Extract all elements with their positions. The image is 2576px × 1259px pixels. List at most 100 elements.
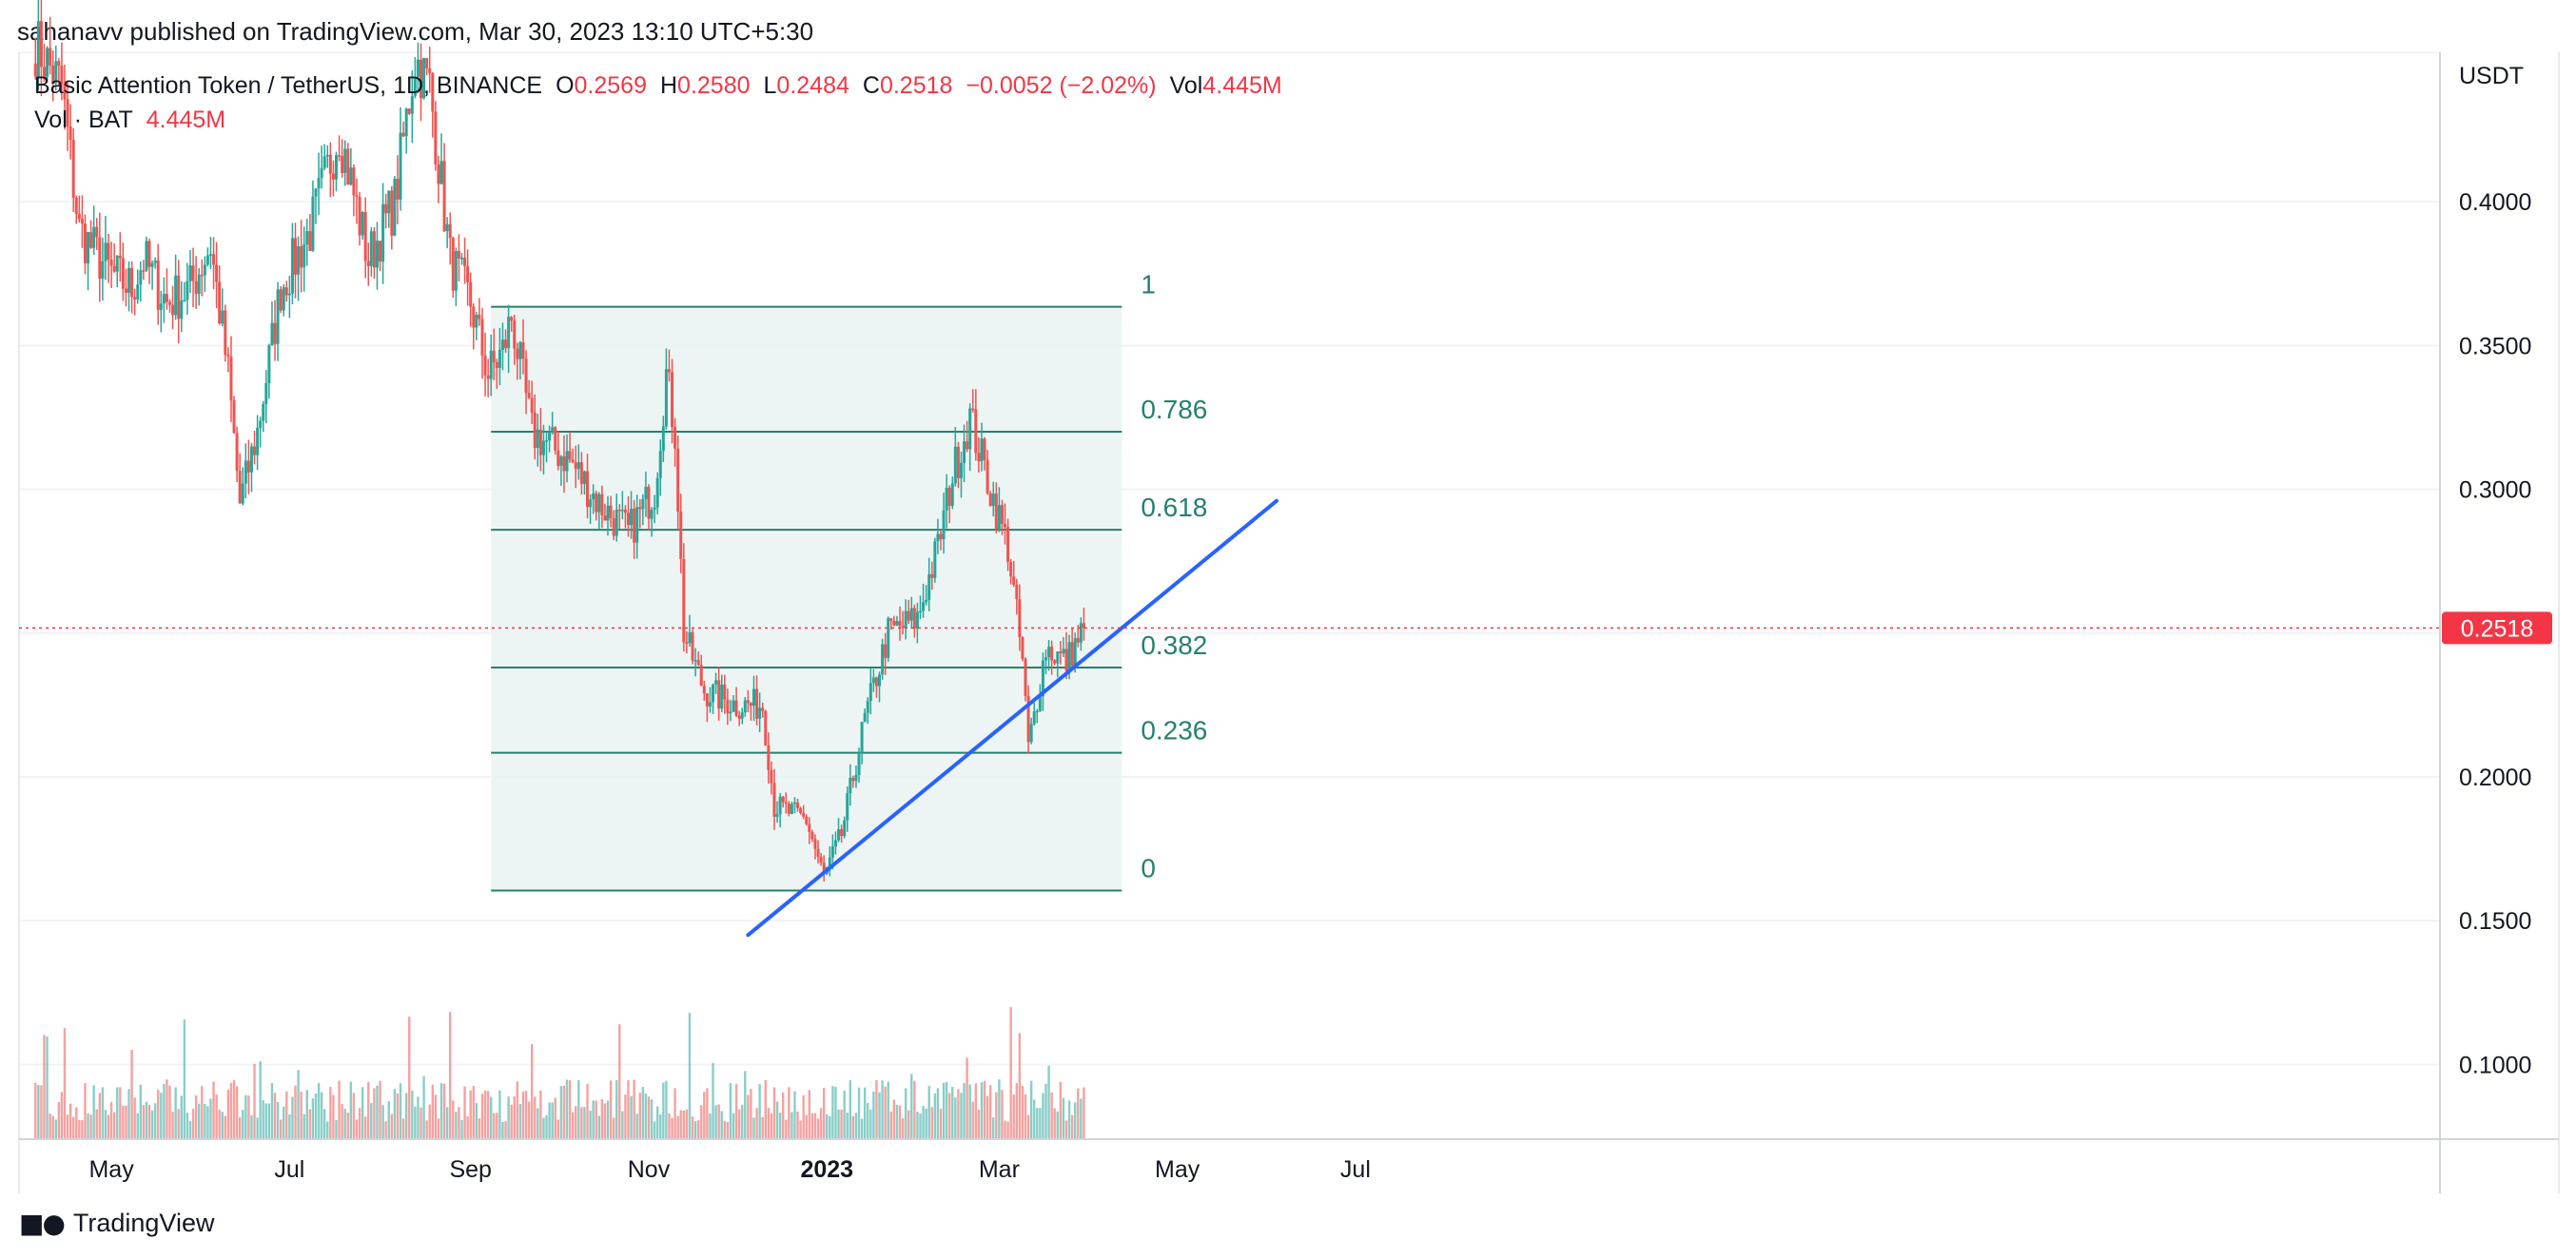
candle-body [1015,584,1019,600]
volume-bar [373,1088,376,1139]
x-tick-label: 2023 [800,1156,853,1183]
volume-bar [919,1114,922,1139]
candle-body [238,470,242,504]
volume-bar [314,1093,318,1139]
volume-bar [977,1109,981,1139]
volume-bar [802,1094,805,1139]
symbol-title[interactable]: Basic Attention Token / TetherUS, 1D, BI… [34,72,543,99]
candle-body [1006,527,1010,562]
candle-body [338,155,342,157]
volume-bar [291,1096,294,1139]
candle-body [475,314,478,328]
volume-bar [673,1088,676,1139]
volume-bar [262,1100,264,1139]
volume-bar [980,1082,984,1139]
volume-bar [518,1104,522,1139]
y-tick-label: 0.3500 [2459,333,2531,359]
volume-bar [734,1084,738,1139]
volume-bar [256,1117,259,1139]
candle-body [185,281,189,300]
volume-indicator-label[interactable]: Vol · BAT [34,107,133,133]
tradingview-brand[interactable]: ■● TradingView [19,1208,214,1239]
volume-bar [974,1083,978,1139]
volume-bar [641,1087,645,1139]
volume-bar [627,1079,630,1139]
candle-body [325,154,329,157]
last-price-tag [2442,611,2552,645]
candle-body [168,301,171,305]
candle-body [478,314,481,320]
volume-bar [1026,1114,1030,1139]
volume-bar [691,1116,694,1139]
volume-bar [655,1106,659,1139]
candle-body [513,320,517,349]
volume-bar [198,1103,201,1139]
volume-bar [933,1093,937,1139]
candle-body [302,244,306,268]
candle-body [294,238,298,275]
candle-body [480,319,484,356]
candle-body [1064,649,1068,671]
candle-body [849,778,852,794]
candle-body [717,680,721,709]
candle-body [133,297,137,300]
fib-level-label: 1 [1141,270,1156,300]
candle-body [115,255,119,272]
volume-bar [153,1103,157,1139]
volume-bar [226,1089,230,1139]
candle-body [372,231,376,268]
candle-body [784,802,788,804]
candle-body [1038,696,1042,711]
candle-body [620,509,624,512]
volume-bar [1006,1121,1009,1139]
fibonacci-retracement: 0 0.236 0.382 0.618 0.786 1 [491,270,1207,892]
volume-bar [612,1117,615,1139]
candle-body [413,76,417,97]
volume-bar [945,1081,948,1139]
candle-body [653,507,656,511]
candle-body [810,831,814,840]
volume-bar [288,1114,291,1139]
candle-body [991,494,995,506]
volume-bar [1021,1085,1025,1139]
candle-body [1047,647,1051,658]
candle-body [808,823,811,832]
volume-bar [338,1080,341,1139]
candle-body [699,665,703,687]
candle-body [971,408,975,411]
candle-body [874,677,878,687]
fib-level-label: 0.382 [1141,630,1207,660]
candle-body [1000,505,1004,524]
candle-body [460,257,463,260]
candle-body [264,383,268,404]
volume-bar [808,1090,811,1139]
candle-body [83,223,87,263]
candle-body [986,459,989,494]
volume-bar [849,1079,852,1139]
volume-bar [854,1113,858,1139]
candle-body [816,848,820,857]
candle-body [764,710,768,746]
candle-body [457,250,460,259]
candle-body [592,493,595,500]
candle-body [322,156,326,168]
volume-bar [513,1096,516,1139]
volume-bar [399,1083,402,1139]
candle-body [813,839,817,849]
candle-body [554,427,557,451]
candle-body [267,345,271,384]
volume-bar [988,1085,992,1139]
volume-bar [218,1110,221,1139]
volume-bar [247,1095,250,1139]
candle-body [950,483,954,507]
candle-body [262,403,265,421]
volume-bar [796,1111,799,1139]
volume-bar [455,1112,458,1139]
candle-body [977,453,981,462]
volume-bar [1001,1090,1004,1139]
volume-bar [534,1096,537,1139]
candle-body [235,433,239,471]
volume-bar [875,1079,878,1139]
candle-body [229,357,233,400]
